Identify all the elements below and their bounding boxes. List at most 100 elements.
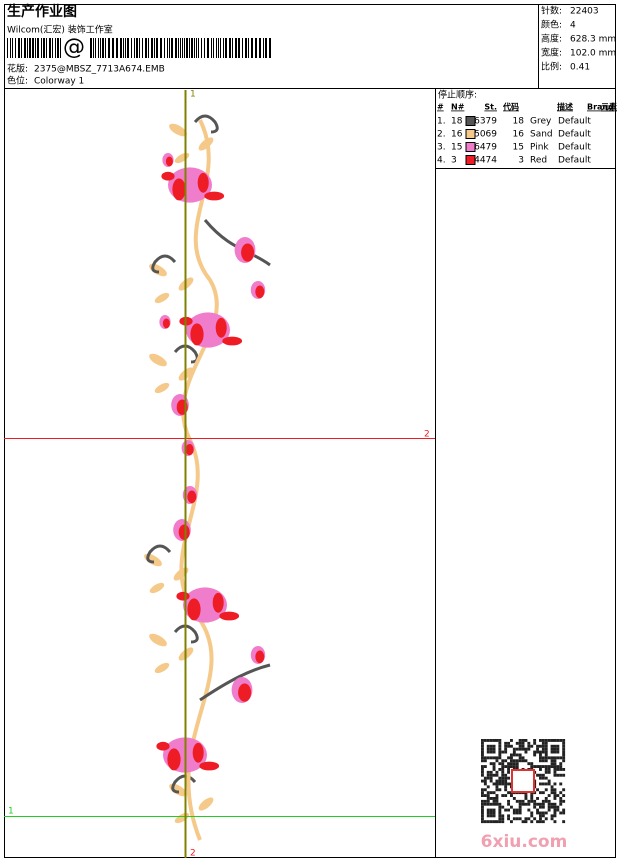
row-desc: Pink	[530, 143, 549, 153]
qr-logo	[511, 769, 535, 793]
leaf	[149, 263, 167, 277]
qr-cell	[483, 794, 487, 797]
qr-cell	[539, 750, 542, 754]
row-n: 15	[451, 143, 462, 153]
qr-cell	[489, 756, 493, 760]
qr-cell	[527, 817, 531, 821]
barcode-bar	[55, 38, 56, 58]
qr-cell	[518, 808, 522, 812]
qr-cell	[486, 739, 490, 742]
qr-cell	[504, 779, 508, 783]
qr-cell	[512, 762, 516, 766]
qr-cell	[530, 799, 534, 803]
qr-cell	[481, 759, 484, 763]
barcode-bar	[12, 38, 13, 58]
qr-cell	[562, 750, 566, 754]
qr-cell	[539, 811, 542, 815]
guide-label: 1	[8, 807, 14, 817]
row-code: 18	[513, 117, 525, 127]
qr-cell	[527, 747, 531, 751]
qr-cell	[556, 756, 560, 760]
qr-cell	[553, 791, 557, 795]
qr-cell	[486, 750, 490, 754]
qr-cell	[521, 747, 525, 751]
qr-cell	[562, 741, 566, 745]
qr-cell	[541, 791, 545, 795]
qr-cell	[553, 797, 557, 800]
barcode-bar	[35, 38, 36, 58]
qr-cell	[486, 791, 490, 795]
column-header: N#	[451, 103, 465, 112]
qr-cell	[521, 744, 525, 748]
petal	[212, 592, 224, 613]
qr-cell	[530, 814, 534, 818]
qr-cell	[481, 820, 484, 824]
qr-cell	[547, 779, 551, 783]
barcode-bar	[232, 38, 233, 58]
barcode-bar	[186, 38, 188, 58]
qr-cell	[530, 765, 534, 768]
qr-cell	[544, 765, 548, 768]
qr-cell	[544, 747, 548, 751]
qr-cell	[507, 802, 510, 806]
qr-cell	[541, 756, 545, 760]
qr-cell	[550, 765, 554, 768]
row-st: 6479	[474, 143, 497, 153]
stat-value: 628.3 mm	[570, 35, 616, 45]
qr-cell	[507, 799, 510, 803]
qr-cell	[556, 744, 560, 748]
qr-cell	[559, 802, 563, 806]
barcode-bar	[145, 38, 147, 58]
petal	[204, 191, 225, 201]
qr-cell	[492, 802, 496, 806]
qr-cell	[536, 744, 539, 748]
qr-cell	[512, 747, 516, 751]
qr-cell	[559, 765, 563, 768]
qr-cell	[510, 805, 513, 809]
qr-cell	[553, 765, 557, 768]
qr-cell	[536, 747, 539, 751]
barcode-bar	[57, 38, 59, 58]
qr-cell	[539, 773, 542, 777]
qr-cell	[486, 747, 490, 751]
qr-cell	[492, 791, 496, 795]
barcode-bar	[248, 38, 249, 58]
qr-cell	[481, 808, 484, 812]
qr-cell	[544, 741, 548, 745]
qr-cell	[553, 762, 557, 766]
qr-cell	[553, 773, 557, 777]
color-swatch	[465, 116, 476, 126]
barcode-bar	[98, 38, 99, 58]
barcode-bar	[175, 38, 177, 58]
qr-cell	[553, 768, 557, 771]
qr-cell	[481, 799, 484, 803]
qr-cell	[504, 747, 508, 751]
qr-cell	[544, 756, 548, 760]
qr-cell	[498, 776, 502, 780]
qr-cell	[556, 808, 560, 812]
qr-cell	[544, 797, 548, 800]
qr-cell	[553, 802, 557, 806]
qr-cell	[562, 759, 566, 763]
qr-cell	[483, 776, 487, 780]
qr-cell	[501, 768, 505, 771]
barcode-bar	[21, 38, 22, 58]
qr-cell	[495, 820, 499, 824]
barcode-bar	[127, 38, 129, 58]
qr-cell	[507, 741, 510, 745]
qr-cell	[486, 785, 490, 789]
qr-cell	[495, 782, 499, 786]
qr-cell	[483, 779, 487, 783]
barcode-bar	[167, 38, 168, 58]
barcode-bar	[259, 38, 261, 58]
qr-cell	[550, 814, 554, 818]
qr-cell	[553, 788, 557, 792]
barcode-bar	[225, 38, 227, 58]
bud	[255, 650, 265, 664]
qr-cell	[553, 750, 557, 754]
qr-cell	[481, 794, 484, 797]
qr-cell	[527, 802, 531, 806]
qr-cell	[518, 802, 522, 806]
qr-cell	[492, 799, 496, 803]
qr-cell	[515, 747, 519, 751]
